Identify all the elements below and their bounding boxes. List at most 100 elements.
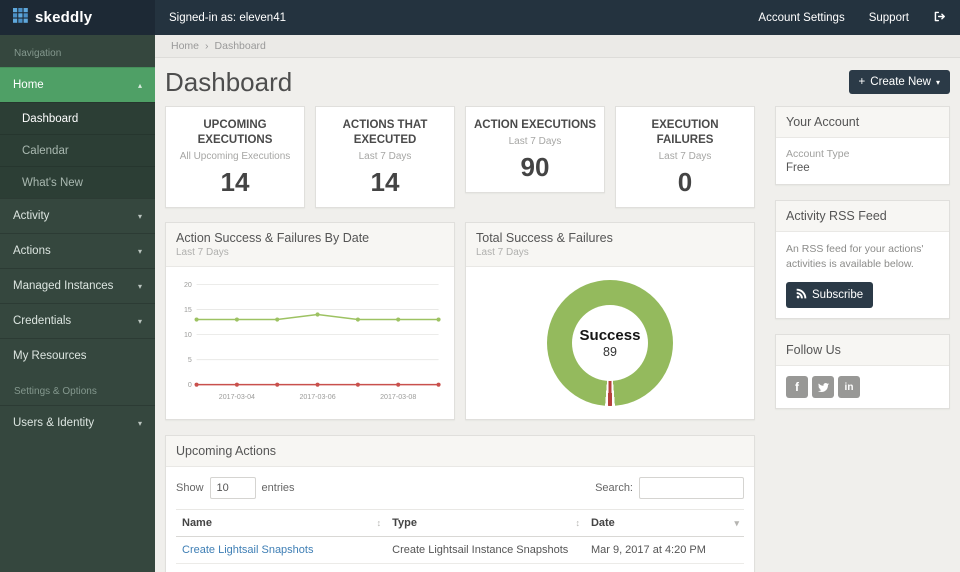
topbar-nav: Account Settings Support [758,10,946,26]
sidebar-item-activity[interactable]: Activity ▾ [0,198,155,233]
sort-icon: ↕ [575,517,580,528]
sort-icon: ↕ [376,517,382,528]
chevron-down-icon: ▾ [137,316,142,326]
svg-text:0: 0 [188,381,192,389]
sidebar: skeddly Navigation Home ▴ Dashboard Cale… [0,0,155,572]
content-right-column: Your Account Account Type Free Activity … [775,106,950,572]
sign-out-icon[interactable] [933,10,946,26]
action-name-link[interactable]: Snapshot All Volumes [176,562,387,572]
line-chart-header: Action Success & Failures By Date Last 7… [166,222,454,267]
column-header-type[interactable]: Type ↕ [386,508,585,537]
sidebar-item-actions[interactable]: Actions ▾ [0,233,155,268]
line-chart: 0 5 10 15 20 2017-03-04 2017-03-06 2017-03-08 [166,267,454,411]
upcoming-actions-panel: Upcoming Actions Show entries Search: [165,434,755,572]
stat-subtitle: Last 7 Days [658,150,712,162]
stat-subtitle: Last 7 Days [358,150,412,162]
sidebar-item-dashboard[interactable]: Dashboard [0,102,155,134]
account-settings-link[interactable]: Account Settings [758,11,845,24]
signed-in-label: Signed-in as: eleven41 [169,11,286,24]
donut-chart-subtitle: Last 7 Days [476,246,529,258]
entries-control: Show entries [176,476,295,499]
your-account-body: Account Type Free [776,138,949,184]
entries-label: entries [261,481,295,494]
action-name-link[interactable]: Create Lightsail Snapshots [176,535,387,564]
stat-value: 0 [677,166,693,197]
facebook-icon[interactable]: f [786,376,808,399]
heading-row: Dashboard + Create New ▾ [165,58,950,106]
sidebar-item-users-identity[interactable]: Users & Identity ▾ [0,405,155,440]
chevron-down-icon: ▾ [137,281,142,291]
sidebar-item-home[interactable]: Home ▴ [0,67,155,102]
upcoming-actions-title: Upcoming Actions [176,443,277,458]
donut-chart-title: Total Success & Failures [476,230,613,245]
sidebar-section-settings: Settings & Options [14,386,97,397]
follow-us-title: Follow Us [786,343,841,358]
stat-title: ACTION EXECUTIONS [473,119,597,131]
svg-text:2017-03-04: 2017-03-04 [219,393,255,401]
show-label: Show [176,481,204,494]
svg-text:2017-03-06: 2017-03-06 [299,393,335,401]
your-account-title: Your Account [786,115,860,129]
your-account-header: Your Account [776,107,949,138]
breadcrumb-home[interactable]: Home [171,40,200,52]
breadcrumb: Home › Dashboard [155,35,960,58]
search-label: Search: [595,481,633,494]
stat-card-upcoming-executions: UPCOMING EXECUTIONS All Upcoming Executi… [165,106,305,208]
entries-count-input[interactable] [209,476,256,499]
sidebar-item-my-resources[interactable]: My Resources [0,338,155,373]
rss-feed-header: Activity RSS Feed [776,201,949,232]
stat-subtitle: Last 7 Days [508,135,562,147]
table-row: Create Lightsail Snapshots Create Lights… [176,535,744,564]
twitter-icon[interactable] [812,376,834,399]
sidebar-item-whats-new[interactable]: What's New [0,166,155,198]
stat-value: 90 [520,151,550,182]
donut-chart: Success 89 [466,267,754,419]
caret-down-icon: ▾ [935,77,940,87]
svg-text:10: 10 [184,331,192,339]
chevron-down-icon: ▾ [137,246,142,256]
column-header-name[interactable]: Name ↕ [176,508,387,537]
upcoming-actions-header: Upcoming Actions [166,435,754,467]
donut-chart-panel: Total Success & Failures Last 7 Days Suc… [465,221,755,420]
table-row: Snapshot All Volumes Create EBS Snapshot… [176,562,744,572]
page-title: Dashboard [165,67,293,97]
plus-icon: + [858,76,866,88]
follow-us-header: Follow Us [776,335,949,367]
stat-card-execution-failures: EXECUTION FAILURES Last 7 Days 0 [615,106,755,208]
linkedin-icon[interactable]: in [838,376,860,399]
sidebar-item-credentials[interactable]: Credentials ▾ [0,303,155,338]
rss-feed-title: Activity RSS Feed [786,209,887,223]
donut-center: Success 89 [572,304,648,381]
donut-center-value: 89 [603,344,617,359]
support-link[interactable]: Support [868,11,909,24]
search-input[interactable] [639,476,744,499]
stats-row: UPCOMING EXECUTIONS All Upcoming Executi… [165,106,755,208]
follow-us-body: f in [776,366,949,408]
sidebar-item-managed-instances[interactable]: Managed Instances ▾ [0,268,155,303]
action-type-cell: Create EBS Snapshots [386,562,585,572]
brand-logo[interactable]: skeddly [0,0,155,35]
column-header-date[interactable]: Date ▾ [584,508,744,537]
action-date-cell: Mar 10, 2017 at 12:00 AM [584,562,744,572]
breadcrumb-separator-icon: › [205,40,209,52]
rss-feed-text: An RSS feed for your actions' activities… [786,243,924,271]
donut-center-label: Success [579,326,641,344]
account-type-value: Free [786,162,810,174]
table-controls: Show entries Search: [166,467,754,509]
svg-text:20: 20 [184,281,192,289]
breadcrumb-current: Dashboard [214,40,266,52]
action-date-cell: Mar 9, 2017 at 4:20 PM [584,535,744,564]
subscribe-button[interactable]: Subscribe [786,282,874,309]
caret-down-icon: ▾ [734,517,739,528]
chevron-down-icon: ▾ [137,418,142,428]
content-left-column: UPCOMING EXECUTIONS All Upcoming Executi… [165,106,755,572]
stat-value: 14 [220,166,250,197]
stat-card-action-executions: ACTION EXECUTIONS Last 7 Days 90 [465,106,605,193]
create-new-button[interactable]: + Create New ▾ [848,70,950,94]
stat-title: EXECUTION FAILURES [651,119,719,146]
main-column: Signed-in as: eleven41 Account Settings … [155,0,960,572]
rss-feed-body: An RSS feed for your actions' activities… [776,232,949,318]
sidebar-item-calendar[interactable]: Calendar [0,134,155,166]
donut-chart-header: Total Success & Failures Last 7 Days [466,222,754,267]
